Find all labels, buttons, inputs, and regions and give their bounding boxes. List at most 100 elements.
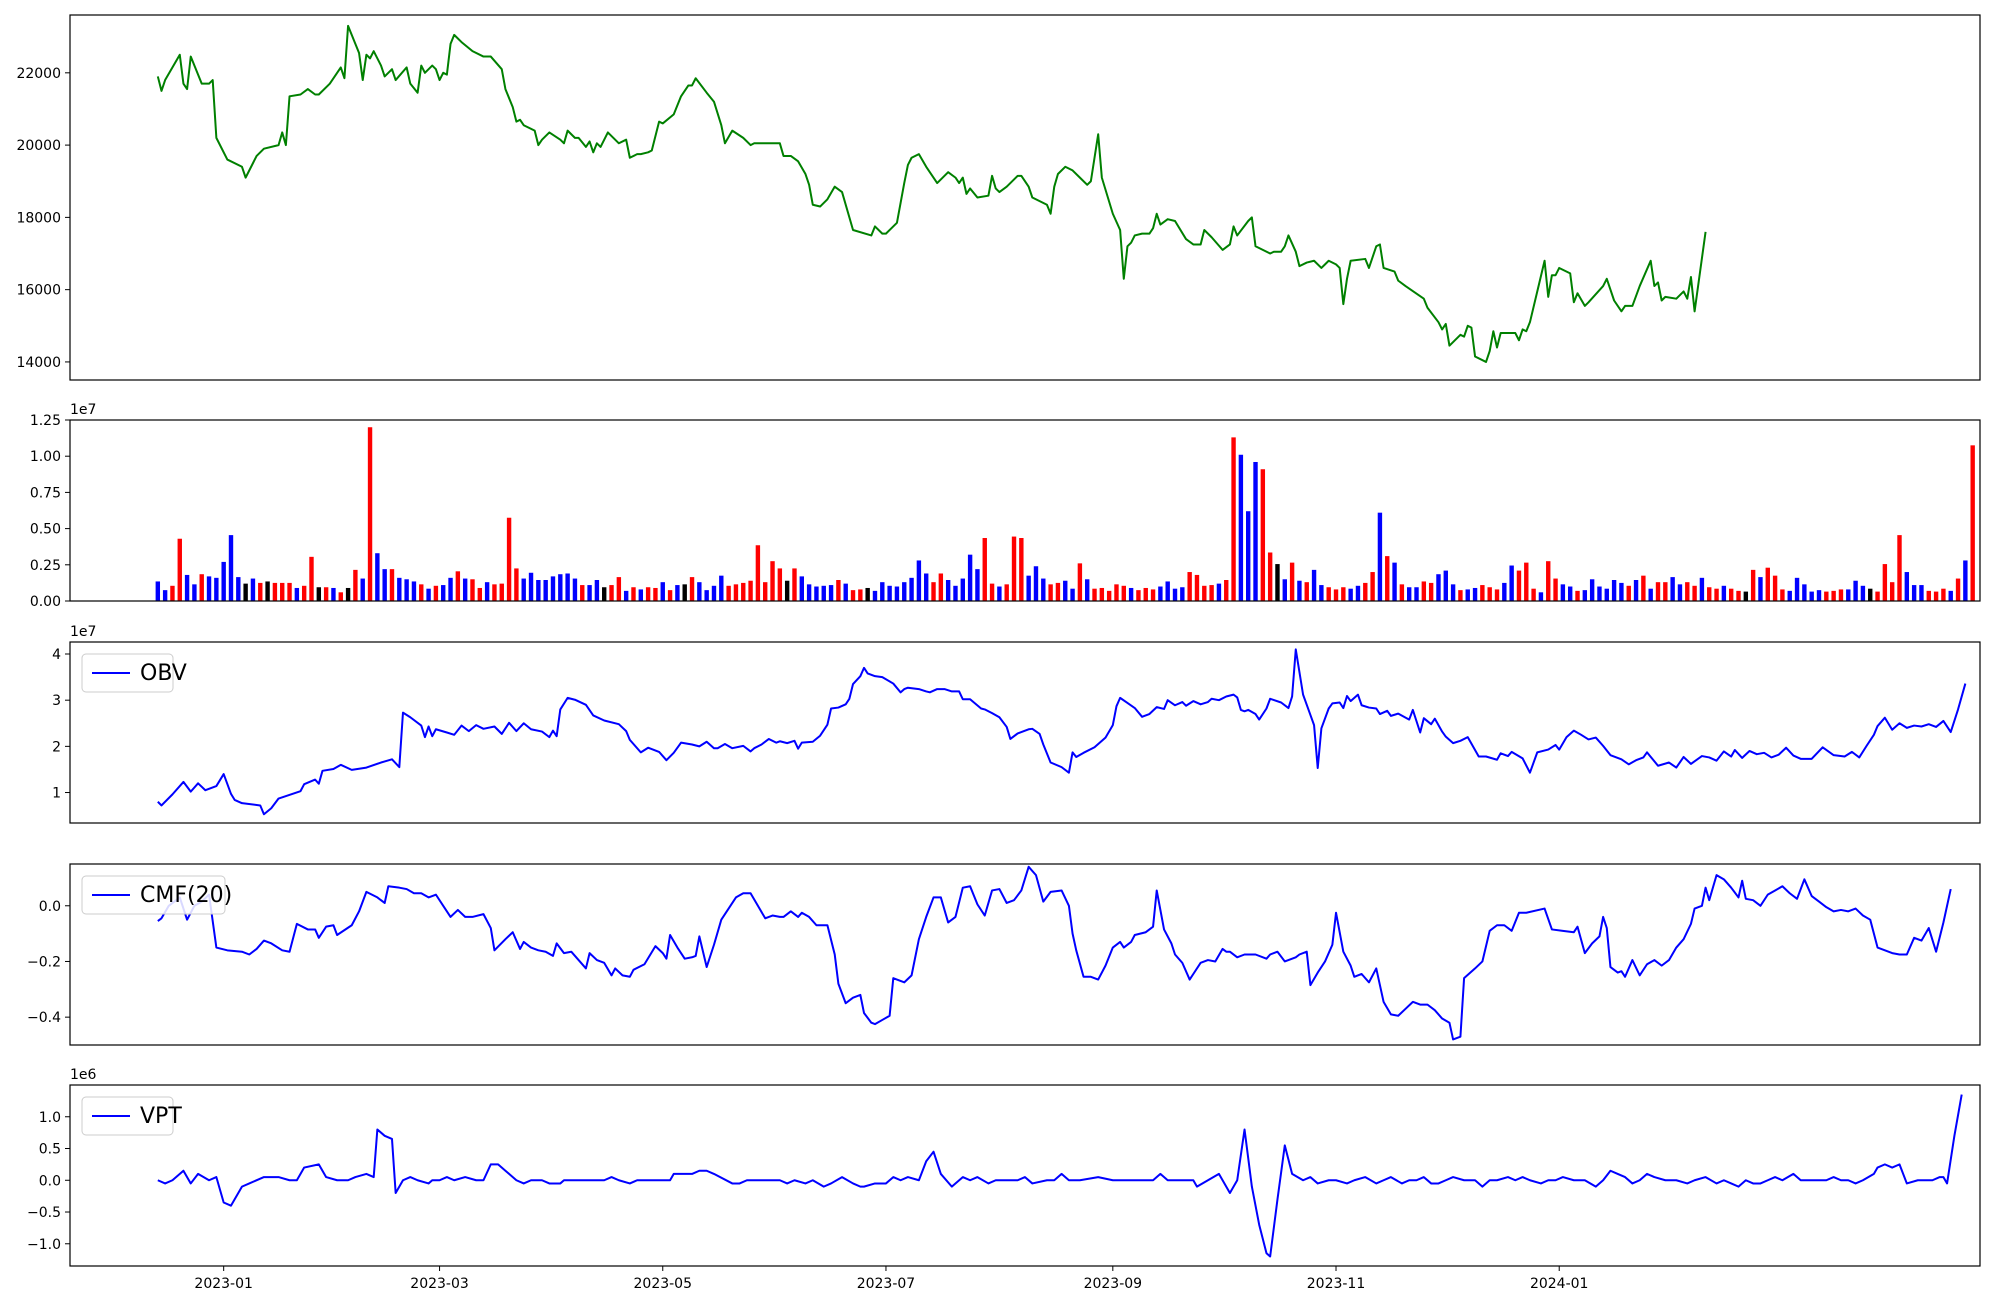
cmf-legend-box [81, 875, 226, 915]
volume-bar [916, 560, 922, 601]
volume-bar [1963, 560, 1968, 601]
volume-bar [565, 573, 570, 601]
volume-bar [1385, 556, 1390, 601]
volume-bar [1443, 570, 1448, 601]
volume-bar [360, 578, 365, 601]
volume-bar [806, 584, 812, 601]
obv-plot [157, 648, 1967, 816]
volume-bar [1194, 574, 1200, 601]
volume-bar [1019, 538, 1024, 601]
vpt-xtick-label: 2023-05 [634, 1276, 693, 1292]
volume-bar [1611, 580, 1617, 601]
volume-bar [572, 578, 578, 601]
volume-bar [1304, 582, 1309, 601]
obv-ytick-label: 2 [52, 739, 61, 755]
obv-axes: 1 2 3 4 1e7 [52, 624, 96, 802]
volume-bar [1245, 511, 1251, 601]
volume-bar [1567, 586, 1573, 601]
volume-bar [1158, 586, 1163, 601]
volume-bar [1077, 563, 1083, 601]
volume-ytick-label: 1.25 [30, 413, 61, 429]
vpt-ytick-label: −1.0 [27, 1237, 61, 1253]
volume-bar [1597, 586, 1602, 601]
obv-ytick-label: 4 [52, 647, 61, 663]
vpt-offset-label: 1e6 [70, 1067, 97, 1083]
volume-bar [1070, 588, 1075, 601]
volume-bar [1428, 582, 1434, 601]
volume-bar [1838, 589, 1844, 601]
volume-bar [1399, 584, 1405, 601]
volume-bar [1267, 552, 1273, 601]
volume-bar [1670, 577, 1675, 601]
volume-bar [1641, 575, 1646, 601]
volume-bar [550, 576, 556, 601]
volume-bar [1099, 587, 1105, 601]
volume-bar [1458, 590, 1463, 601]
volume-bar [1436, 574, 1441, 601]
volume-bar [287, 582, 292, 601]
obv-legend: OBV [81, 653, 187, 693]
cmf-legend: CMF(20) [81, 875, 232, 915]
volume-bar [1275, 564, 1280, 601]
price-axes: 14000 16000 18000 20000 22000 [16, 66, 70, 371]
volume-bar [1363, 582, 1368, 601]
volume-bar [1421, 581, 1427, 601]
volume-bar [1406, 587, 1412, 601]
vpt-frame [69, 1084, 1981, 1267]
volume-ytick-label: 0.50 [30, 522, 61, 538]
volume-bar [1824, 591, 1829, 601]
volume-bar [799, 576, 805, 601]
volume-bar [1736, 590, 1741, 601]
volume-bar [1238, 454, 1244, 601]
volume-bar [1750, 569, 1756, 601]
volume-bar [170, 585, 175, 601]
volume-bar [1311, 569, 1317, 601]
volume-bar [1677, 584, 1683, 601]
volume-bar [1846, 589, 1851, 601]
vpt-xtick-label: 2023-03 [410, 1276, 469, 1292]
volume-bar [1655, 582, 1661, 601]
volume-bar [1809, 591, 1814, 601]
volume-bar [953, 585, 958, 601]
volume-bar [770, 561, 775, 601]
volume-bar [543, 580, 548, 601]
volume-bar [441, 585, 446, 601]
volume-bar [931, 582, 936, 601]
volume-bar [1604, 588, 1609, 601]
volume-bar [682, 584, 687, 601]
volume-bar [528, 572, 534, 601]
volume-bar [258, 582, 263, 601]
volume-bar [726, 585, 731, 601]
volume-bar [1575, 590, 1580, 601]
volume-bar [301, 585, 307, 601]
volume-bar [1348, 588, 1353, 601]
volume-bar [426, 588, 431, 601]
volume-bar [675, 585, 680, 601]
volume-bar [1685, 582, 1690, 601]
cmf-legend-label: CMF(20) [140, 883, 232, 908]
volume-bar [506, 517, 512, 601]
volume-bar [1663, 582, 1668, 601]
volume-bar [580, 585, 585, 601]
volume-bar [250, 578, 256, 601]
volume-bar [419, 584, 424, 601]
vpt-legend-label: VPT [140, 1104, 182, 1129]
vpt-xtick-label: 2023-09 [1084, 1276, 1143, 1292]
volume-bar [1714, 588, 1719, 601]
volume-bar [1450, 584, 1456, 601]
volume-bar [1494, 589, 1500, 601]
volume-bar [755, 545, 761, 601]
volume-bar [484, 582, 490, 601]
volume-offset-label: 1e7 [70, 402, 96, 418]
volume-bar [1326, 587, 1331, 601]
volume-bar [162, 590, 168, 601]
volume-bar [814, 586, 819, 601]
volume-bar [455, 571, 461, 601]
volume-bar [272, 582, 278, 601]
volume-bar [558, 574, 563, 601]
volume-bar [924, 573, 929, 601]
volume-bar [828, 585, 834, 601]
volume-bar [1589, 579, 1595, 601]
volume-bar [1780, 589, 1785, 601]
